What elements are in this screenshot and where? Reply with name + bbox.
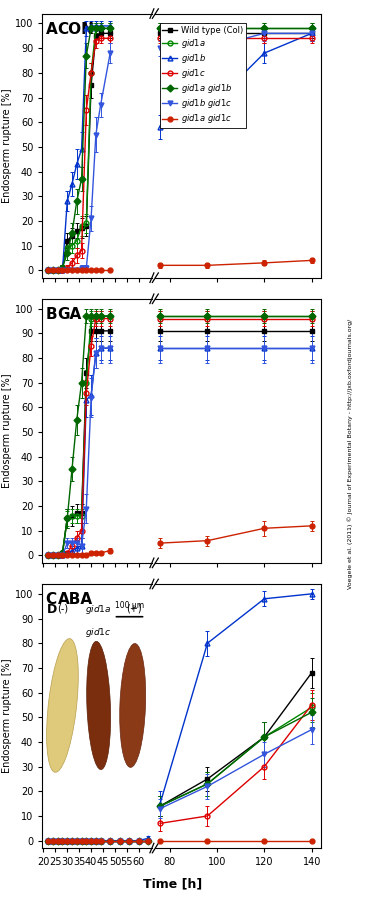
- Text: Time [h]: Time [h]: [143, 878, 202, 891]
- Text: A: A: [46, 22, 57, 36]
- Y-axis label: Endosperm rupture [%]: Endosperm rupture [%]: [2, 88, 12, 203]
- Text: B: B: [46, 307, 57, 322]
- Text: ABA: ABA: [58, 592, 93, 607]
- Text: Voegele et al. (2011) © Journal of Experimental Botany - http://jxb.oxfordjourna: Voegele et al. (2011) © Journal of Exper…: [348, 318, 353, 589]
- Text: GA: GA: [58, 307, 82, 322]
- Y-axis label: Endosperm rupture [%]: Endosperm rupture [%]: [2, 374, 12, 488]
- Legend: Wild type (Col), $\it{gid1a}$, $\it{gid1b}$, $\it{gid1c}$, $\it{gid1a}$ $\it{gid: Wild type (Col), $\it{gid1a}$, $\it{gid1…: [160, 23, 246, 129]
- Y-axis label: Endosperm rupture [%]: Endosperm rupture [%]: [2, 658, 12, 774]
- Text: C: C: [46, 592, 57, 607]
- Text: CON: CON: [58, 22, 94, 36]
